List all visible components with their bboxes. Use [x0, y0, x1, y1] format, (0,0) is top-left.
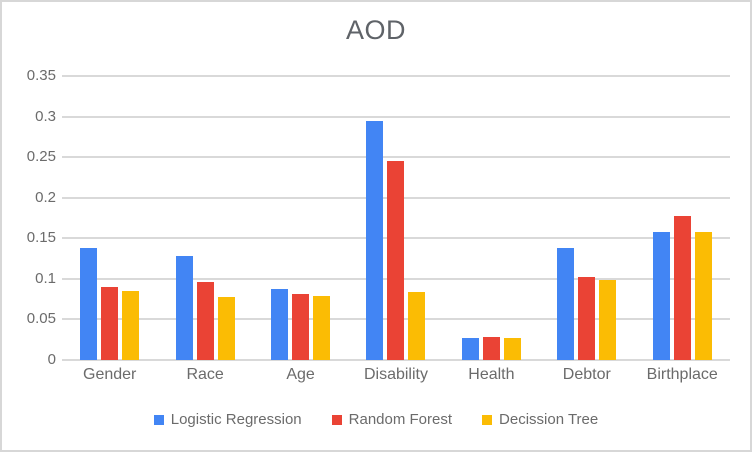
x-axis: Gender Race Age Disability Health Debtor Birth… [62, 366, 730, 384]
bar-disability-logistic-regression [366, 121, 384, 360]
y-tick-label-0.15: 0.15 [26, 229, 56, 247]
bar-group-gender [62, 76, 157, 360]
y-tick-label-0.2: 0.2 [35, 188, 56, 206]
bar-disability-decission-tree [408, 291, 426, 360]
bar-group-health [444, 76, 539, 360]
bar-age-logistic-regression [271, 288, 289, 360]
bar-race-random-forest [196, 282, 214, 360]
legend-label-random-forest: Random Forest [348, 411, 453, 428]
x-category-label-age: Age [286, 366, 315, 383]
bar-gender-logistic-regression [80, 248, 98, 360]
legend-label-logistic-regression: Logistic Regression [170, 411, 302, 428]
gridline-0.35 [62, 75, 730, 77]
bar-debtor-logistic-regression [557, 248, 575, 360]
bar-race-logistic-regression [175, 256, 193, 360]
y-tick-label-0.1: 0.1 [35, 269, 56, 287]
bar-group-race [157, 76, 252, 360]
x-category-label-disability: Disability [363, 366, 428, 383]
legend-swatch-random-forest [331, 414, 342, 425]
bar-group-disability [348, 76, 443, 360]
chart-title: AOD [345, 15, 406, 45]
bar-birthplace-random-forest [673, 216, 691, 360]
bar-group-birthplace [635, 76, 730, 360]
x-category-label-race: Race [186, 366, 224, 383]
bar-health-decission-tree [503, 338, 521, 360]
bar-birthplace-logistic-regression [652, 231, 670, 360]
gridline-0.3 [62, 115, 730, 118]
y-tick-label-0: 0 [47, 351, 56, 368]
legend-label-decission-tree: Decission Tree [499, 411, 599, 428]
bar-health-logistic-regression [461, 338, 479, 360]
bar-groups [62, 76, 730, 360]
bar-age-random-forest [292, 294, 310, 360]
x-category-label-health: Health [468, 366, 515, 383]
bar-disability-random-forest [387, 161, 405, 360]
legend-item-logistic-regression: Logistic Regression [153, 411, 302, 428]
plot-area [62, 75, 730, 361]
legend-item-decission-tree: Decission Tree [482, 411, 598, 428]
y-axis: 0 0.05 0.1 0.15 0.2 0.25 0.3 0.35 [2, 68, 56, 368]
bar-group-debtor [539, 76, 634, 360]
x-category-label-debtor: Debtor [562, 366, 611, 383]
legend: Logistic Regression Random Forest Decissio… [2, 411, 750, 428]
legend-swatch-decission-tree [482, 414, 493, 425]
x-category-label-gender: Gender [83, 366, 137, 383]
y-tick-label-0.3: 0.3 [35, 107, 56, 125]
bar-gender-decission-tree [122, 291, 140, 360]
bar-race-decission-tree [217, 296, 235, 360]
y-tick-label-0.05: 0.05 [26, 310, 56, 328]
bar-debtor-decission-tree [599, 279, 617, 360]
bar-birthplace-decission-tree [694, 231, 712, 360]
bar-group-age [253, 76, 348, 360]
x-category-label-birthplace: Birthplace [646, 366, 718, 383]
bar-health-random-forest [482, 337, 500, 360]
legend-swatch-logistic-regression [153, 414, 164, 425]
bar-age-decission-tree [313, 295, 331, 360]
y-tick-label-0.25: 0.25 [26, 148, 56, 166]
gridline-0.25 [62, 156, 730, 159]
gridline-0 [62, 359, 730, 361]
y-tick-label-0.35: 0.35 [26, 67, 56, 84]
bar-debtor-random-forest [578, 277, 596, 360]
bar-gender-random-forest [101, 286, 119, 360]
legend-item-random-forest: Random Forest [331, 411, 453, 428]
